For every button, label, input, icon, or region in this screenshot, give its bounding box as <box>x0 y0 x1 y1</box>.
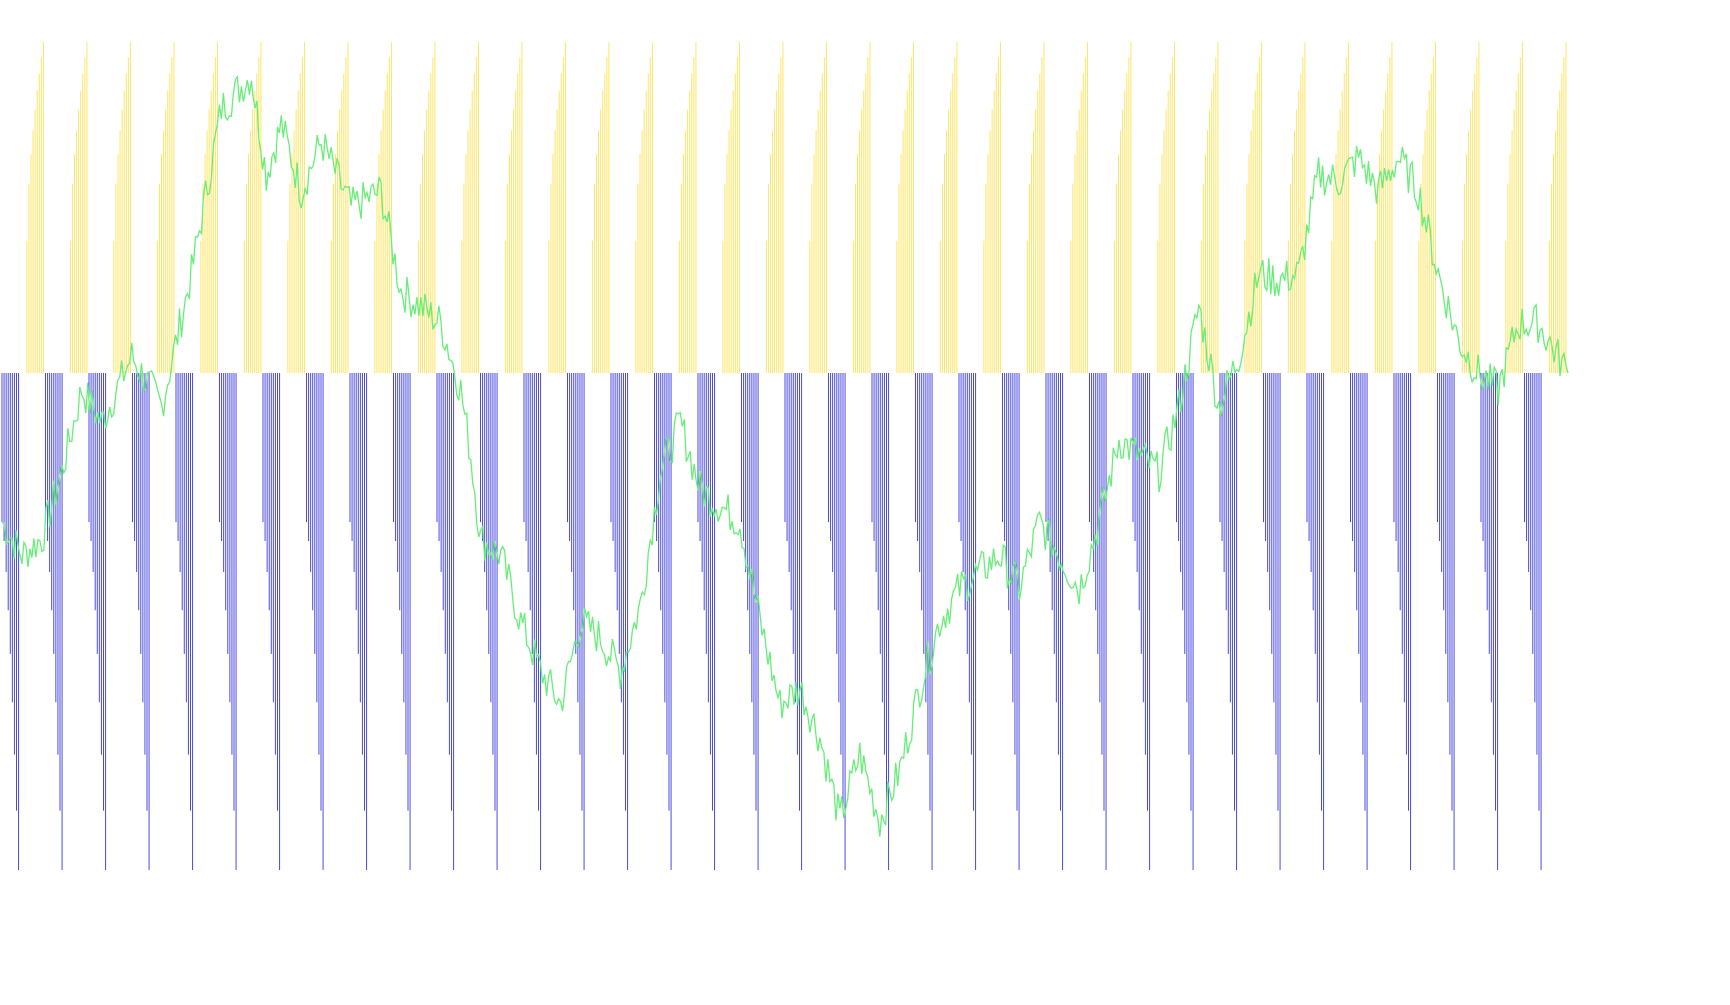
series-line <box>1 75 1569 837</box>
positive-bars <box>26 42 1567 373</box>
negative-bars <box>1 373 1542 870</box>
line-series <box>1 75 1569 837</box>
